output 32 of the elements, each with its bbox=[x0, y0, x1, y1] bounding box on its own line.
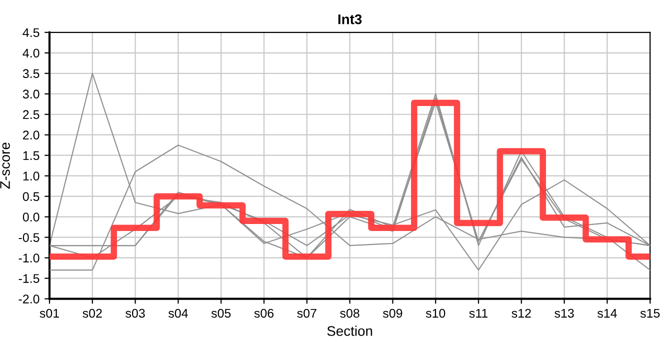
y-tick-label: 2.5 bbox=[23, 110, 40, 120]
x-tick-label: s07 bbox=[297, 308, 316, 318]
y-tick-label: -0.5 bbox=[18, 233, 40, 242]
y-tick-label: -2.0 bbox=[18, 294, 40, 304]
x-tick-label: s11 bbox=[469, 308, 488, 318]
y-tick-label: -1.0 bbox=[18, 254, 40, 262]
y-tick-label: 4.0 bbox=[22, 48, 40, 58]
x-axis-title: Section bbox=[327, 326, 372, 336]
y-tick-label: 0.0 bbox=[22, 212, 40, 222]
x-tick-label: s13 bbox=[554, 308, 574, 318]
y-tick-label: 1.0 bbox=[23, 172, 40, 180]
x-tick-label: s02 bbox=[82, 308, 102, 318]
y-axis-title: Z-score bbox=[0, 142, 10, 189]
x-tick-label: s05 bbox=[211, 308, 231, 318]
x-tick-label: s01 bbox=[40, 308, 59, 318]
y-tick-label: 3.0 bbox=[22, 90, 40, 99]
y-tick-label: 3.5 bbox=[22, 69, 40, 78]
y-tick-label: 4.5 bbox=[22, 28, 40, 38]
y-tick-label: -1.5 bbox=[18, 274, 40, 283]
x-tick-label: s12 bbox=[512, 308, 531, 318]
x-tick-label: s06 bbox=[254, 308, 274, 318]
y-tick-label: 2.0 bbox=[23, 130, 40, 140]
x-tick-label: s08 bbox=[340, 308, 360, 318]
y-tick-label: 1.5 bbox=[23, 151, 40, 160]
chart-title: Int3 bbox=[338, 14, 362, 24]
x-tick-label: s10 bbox=[426, 308, 446, 318]
x-tick-label: s14 bbox=[597, 308, 617, 318]
x-tick-label: s09 bbox=[382, 308, 402, 318]
y-tick-label: 0.5 bbox=[22, 192, 40, 201]
x-tick-label: s04 bbox=[168, 308, 188, 318]
x-tick-label: s03 bbox=[126, 308, 145, 318]
x-tick-label: s15 bbox=[640, 308, 660, 318]
